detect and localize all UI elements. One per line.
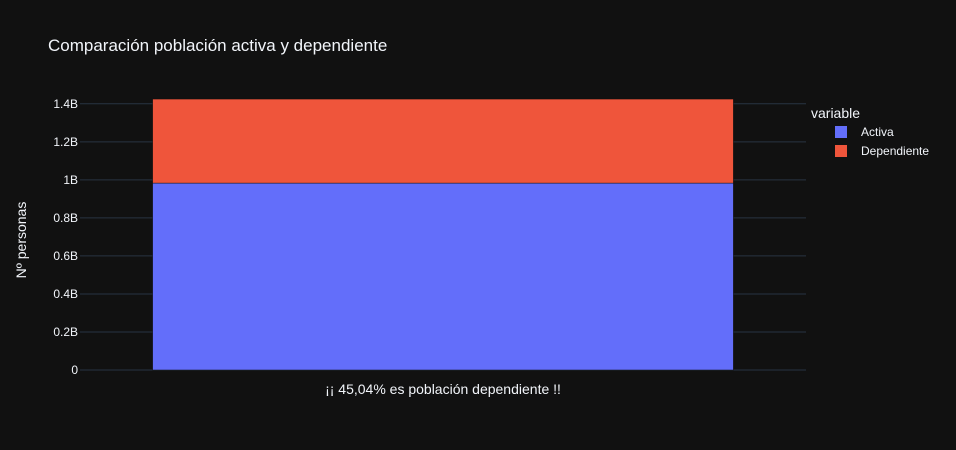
legend-label-dependiente[interactable]: Dependiente (861, 144, 929, 158)
chart-title: Comparación población activa y dependien… (48, 36, 387, 55)
x-tick-label: ¡¡ 45,04% es población dependiente !! (325, 381, 561, 397)
y-tick-label: 0.6B (53, 249, 78, 263)
legend-swatch-activa[interactable] (835, 126, 847, 138)
y-tick-label: 1.2B (53, 135, 78, 149)
bar-dependiente[interactable] (153, 99, 734, 183)
y-tick-label: 0.2B (53, 325, 78, 339)
y-tick-label: 1B (63, 173, 78, 187)
y-tick-label: 0.4B (53, 287, 78, 301)
y-tick-label: 0 (71, 363, 78, 377)
bars (153, 99, 734, 370)
legend-swatch-dependiente[interactable] (835, 145, 847, 157)
y-tick-label: 1.4B (53, 97, 78, 111)
legend-label-activa[interactable]: Activa (861, 125, 894, 139)
y-tick-label: 0.8B (53, 211, 78, 225)
y-axis-title: Nº personas (13, 202, 29, 279)
legend-title: variable (811, 105, 860, 121)
bar-activa[interactable] (153, 183, 734, 370)
x-tick-labels: ¡¡ 45,04% es población dependiente !! (325, 381, 561, 397)
